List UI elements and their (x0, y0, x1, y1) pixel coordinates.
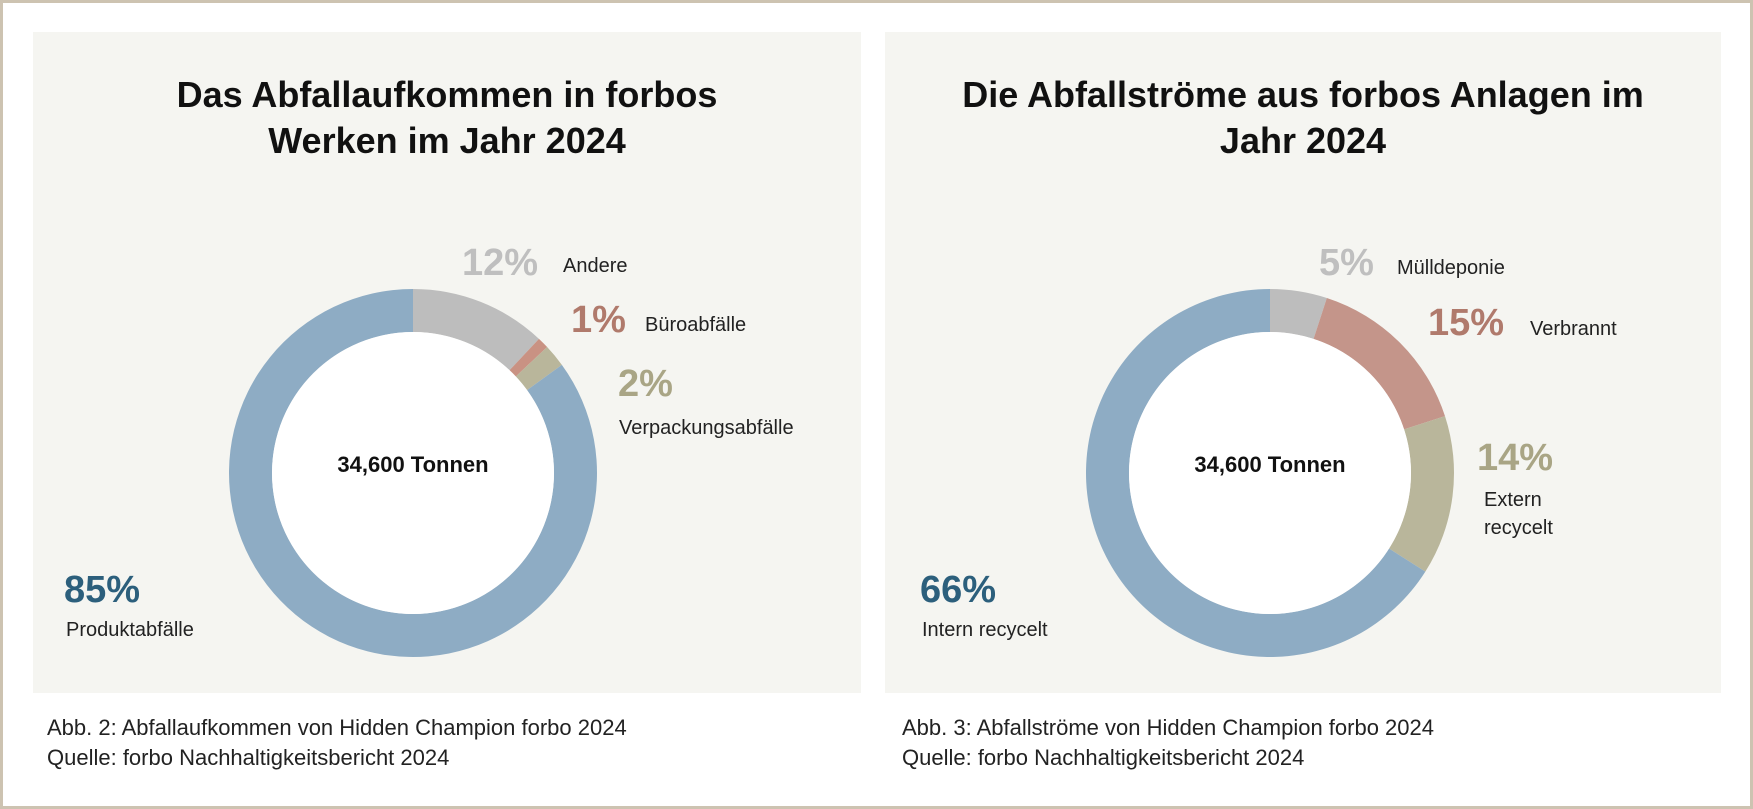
figure-caption: Abb. 3: Abfallströme von Hidden Champion… (902, 715, 1434, 740)
figure-source: Quelle: forbo Nachhaltigkeitsbericht 202… (47, 745, 450, 770)
figure-caption: Abb. 2: Abfallaufkommen von Hidden Champ… (47, 715, 627, 740)
donut-segment-extern-recycelt (1389, 416, 1454, 572)
donut-segment-m-lldeponie (1270, 289, 1327, 339)
pct-label-extern-recycelt: 14% (1477, 437, 1554, 479)
pct-label-intern-recycelt: 66% (920, 569, 997, 611)
pct-label-andere: 12% (462, 242, 539, 284)
category-label-andere: Andere (563, 255, 628, 277)
donut-hole (1129, 332, 1411, 614)
category-label-verpackungsabfaelle: Verpackungsabfälle (619, 417, 794, 439)
donut-segment-verpackungsabf-lle (515, 347, 562, 391)
donut-center-label: 34,600 Tonnen (337, 452, 489, 477)
pct-label-verpackungsabfaelle: 2% (618, 363, 673, 405)
category-label-verbrannt: Verbrannt (1530, 318, 1617, 340)
donut-center-label: 34,600 Tonnen (1194, 452, 1346, 477)
category-label-extern-recycelt: Extern recycelt (1484, 489, 1553, 539)
category-label-intern-recycelt: Intern recycelt (922, 619, 1048, 641)
donut-segment-verbrannt (1313, 298, 1445, 430)
chart-title: Das Abfallaufkommen in forbos Werken im … (176, 74, 718, 161)
figure-source: Quelle: forbo Nachhaltigkeitsbericht 202… (902, 745, 1305, 770)
pct-label-verbrannt: 15% (1428, 302, 1505, 344)
category-label-produktabfaelle: Produktabfälle (66, 619, 194, 641)
category-label-muelldeponie: Mülldeponie (1397, 257, 1505, 279)
donut-segment-b-roabf-lle (509, 338, 548, 377)
pct-label-produktabfaelle: 85% (64, 569, 141, 611)
pct-label-bueroabfaelle: 1% (571, 299, 626, 341)
category-label-bueroabfaelle: Büroabfälle (645, 314, 747, 336)
pct-label-muelldeponie: 5% (1319, 242, 1374, 284)
chart-title: Die Abfallströme aus forbos Anlagen im J… (962, 74, 1644, 161)
donut-hole (272, 332, 554, 614)
donut-segment-andere (413, 289, 539, 371)
